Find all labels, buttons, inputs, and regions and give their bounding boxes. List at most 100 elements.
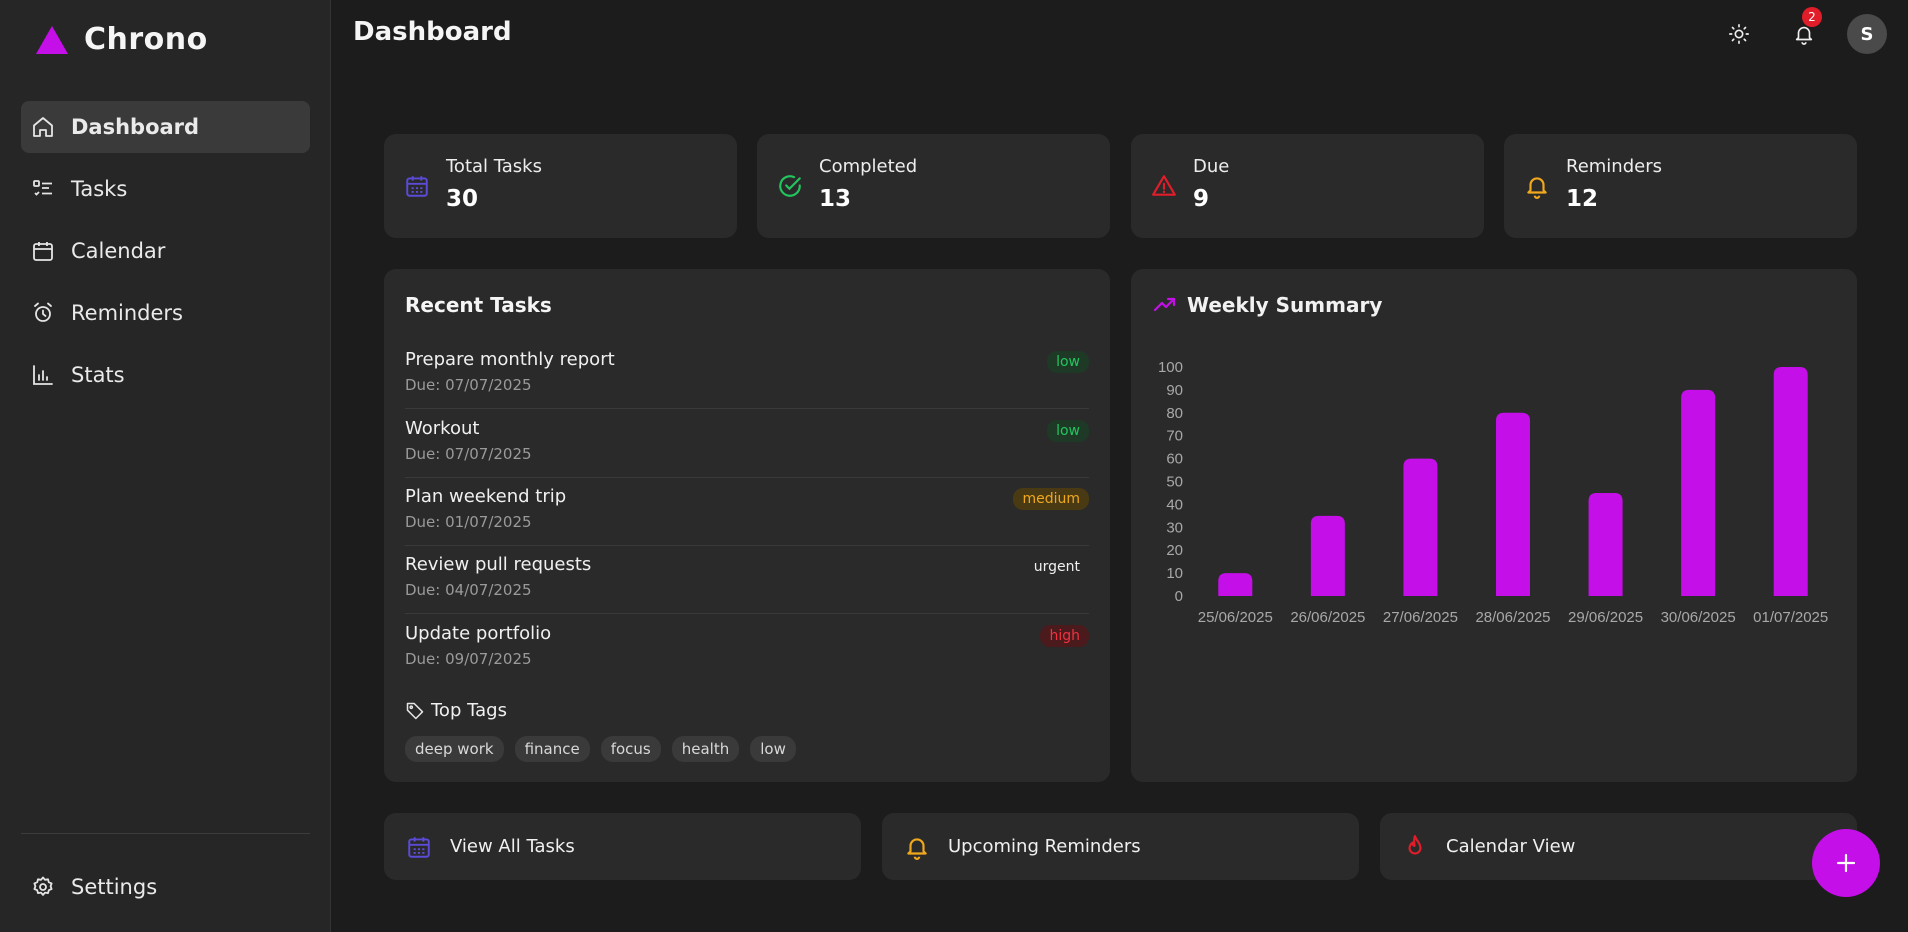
calendar-icon bbox=[406, 834, 432, 860]
stat-card-total-tasks: Total Tasks 30 bbox=[384, 134, 737, 238]
add-task-fab[interactable] bbox=[1812, 829, 1880, 897]
task-row[interactable]: Update portfolio Due: 09/07/2025 high bbox=[405, 623, 1089, 691]
brand[interactable]: Chrono bbox=[36, 22, 208, 57]
sidebar-item-label: Stats bbox=[71, 363, 125, 387]
calendar-icon bbox=[404, 173, 430, 199]
task-due: Due: 01/07/2025 bbox=[405, 513, 532, 531]
page-title: Dashboard bbox=[353, 17, 512, 47]
bar[interactable] bbox=[1218, 573, 1253, 596]
tag-chip[interactable]: low bbox=[750, 736, 796, 762]
task-due: Due: 09/07/2025 bbox=[405, 650, 532, 668]
sidebar-item-stats[interactable]: Stats bbox=[21, 349, 310, 401]
bar-chart: 0 10 20 30 40 50 60 70 80 90 100 25/06/2025 26/06/20… bbox=[1158, 359, 1828, 626]
priority-badge: urgent bbox=[1033, 559, 1080, 575]
upcoming-reminders-button[interactable]: Upcoming Reminders bbox=[882, 813, 1359, 880]
sidebar-nav: Dashboard Tasks Calendar Reminders Stats bbox=[21, 101, 310, 411]
y-tick-label: 40 bbox=[1166, 496, 1183, 513]
bar[interactable] bbox=[1681, 389, 1716, 596]
task-name: Plan weekend trip bbox=[405, 486, 567, 507]
x-tick-label: 01/07/2025 bbox=[1753, 609, 1828, 626]
app-name: Chrono bbox=[84, 22, 208, 57]
priority-badge: high bbox=[1040, 625, 1089, 647]
chart-title: Weekly Summary bbox=[1187, 293, 1383, 317]
priority-badge: medium bbox=[1013, 488, 1089, 510]
recent-tasks-panel: Recent Tasks Prepare monthly report Due:… bbox=[384, 269, 1110, 782]
bell-icon bbox=[904, 834, 930, 860]
stat-value: 13 bbox=[819, 186, 852, 212]
tasks-icon bbox=[31, 177, 55, 201]
recent-tasks-title: Recent Tasks bbox=[405, 293, 552, 317]
bar[interactable] bbox=[1496, 412, 1530, 596]
task-name: Prepare monthly report bbox=[405, 349, 615, 370]
task-row[interactable]: Plan weekend trip Due: 01/07/2025 medium bbox=[405, 486, 1089, 554]
sidebar-item-label: Calendar bbox=[71, 239, 166, 263]
divider bbox=[405, 613, 1089, 614]
sidebar: Chrono Dashboard Tasks Calendar Reminder… bbox=[0, 0, 331, 932]
stat-label: Completed bbox=[819, 156, 918, 177]
y-tick-label: 80 bbox=[1166, 405, 1183, 422]
tag-chip[interactable]: focus bbox=[600, 736, 661, 762]
task-row[interactable]: Workout Due: 07/07/2025 low bbox=[405, 418, 1089, 486]
tag-chip[interactable]: finance bbox=[514, 736, 590, 762]
x-tick-label: 25/06/2025 bbox=[1198, 609, 1273, 626]
tag-chip[interactable]: deep work bbox=[405, 736, 504, 762]
sidebar-item-label: Tasks bbox=[71, 177, 128, 201]
x-tick-label: 27/06/2025 bbox=[1383, 609, 1458, 626]
x-tick-label: 29/06/2025 bbox=[1568, 609, 1643, 626]
bar[interactable] bbox=[1773, 367, 1808, 596]
y-tick-label: 0 bbox=[1175, 588, 1183, 605]
top-tags-heading: Top Tags bbox=[405, 700, 507, 721]
bar[interactable] bbox=[1588, 492, 1623, 596]
settings-label: Settings bbox=[71, 875, 158, 899]
divider bbox=[405, 477, 1089, 478]
calendar-icon bbox=[31, 239, 55, 263]
tag-chip[interactable]: health bbox=[671, 736, 740, 762]
x-tick-label: 30/06/2025 bbox=[1661, 609, 1736, 626]
divider bbox=[405, 545, 1089, 546]
sidebar-item-settings[interactable]: Settings bbox=[31, 875, 157, 899]
task-row[interactable]: Prepare monthly report Due: 07/07/2025 l… bbox=[405, 349, 1089, 417]
stat-label: Total Tasks bbox=[446, 156, 542, 177]
sidebar-item-calendar[interactable]: Calendar bbox=[21, 225, 310, 277]
sidebar-item-dashboard[interactable]: Dashboard bbox=[21, 101, 310, 153]
y-tick-label: 50 bbox=[1166, 474, 1183, 491]
quick-link-label: Calendar View bbox=[1446, 836, 1576, 857]
tag-list: deep work finance focus health low bbox=[405, 736, 796, 762]
tag-icon bbox=[405, 701, 425, 721]
sidebar-item-label: Dashboard bbox=[71, 115, 200, 139]
bell-icon bbox=[1524, 173, 1550, 199]
sidebar-item-label: Reminders bbox=[71, 301, 183, 325]
x-tick-label: 28/06/2025 bbox=[1475, 609, 1550, 626]
notification-badge: 2 bbox=[1802, 7, 1822, 27]
plus-icon bbox=[1834, 851, 1858, 875]
weekly-summary-panel: Weekly Summary 0 10 20 30 40 50 60 70 80 90 100 25/… bbox=[1131, 269, 1857, 782]
bar[interactable] bbox=[1310, 515, 1345, 596]
notifications-button[interactable]: 2 bbox=[1784, 7, 1824, 54]
sidebar-item-tasks[interactable]: Tasks bbox=[21, 163, 310, 215]
trending-up-icon bbox=[1153, 293, 1177, 317]
calendar-view-button[interactable]: Calendar View bbox=[1380, 813, 1857, 880]
bar[interactable] bbox=[1403, 458, 1438, 596]
stat-label: Reminders bbox=[1566, 156, 1662, 177]
priority-badge: low bbox=[1047, 351, 1089, 373]
sidebar-item-reminders[interactable]: Reminders bbox=[21, 287, 310, 339]
avatar[interactable]: S bbox=[1847, 14, 1887, 54]
y-tick-label: 10 bbox=[1166, 565, 1183, 582]
sidebar-divider bbox=[21, 833, 310, 834]
y-tick-label: 90 bbox=[1166, 382, 1183, 399]
stat-card-completed: Completed 13 bbox=[757, 134, 1110, 238]
stat-value: 9 bbox=[1193, 186, 1210, 212]
task-row[interactable]: Review pull requests Due: 04/07/2025 urg… bbox=[405, 554, 1089, 622]
y-tick-label: 20 bbox=[1166, 542, 1183, 559]
view-all-tasks-button[interactable]: View All Tasks bbox=[384, 813, 861, 880]
stat-card-reminders: Reminders 12 bbox=[1504, 134, 1857, 238]
y-tick-label: 70 bbox=[1166, 428, 1183, 445]
quick-link-label: View All Tasks bbox=[450, 836, 575, 857]
task-due: Due: 07/07/2025 bbox=[405, 376, 532, 394]
task-name: Review pull requests bbox=[405, 554, 592, 575]
theme-toggle-button[interactable] bbox=[1719, 14, 1759, 54]
alarm-icon bbox=[31, 301, 55, 325]
y-tick-label: 30 bbox=[1166, 519, 1183, 536]
stat-value: 12 bbox=[1566, 186, 1599, 212]
task-name: Update portfolio bbox=[405, 623, 552, 644]
